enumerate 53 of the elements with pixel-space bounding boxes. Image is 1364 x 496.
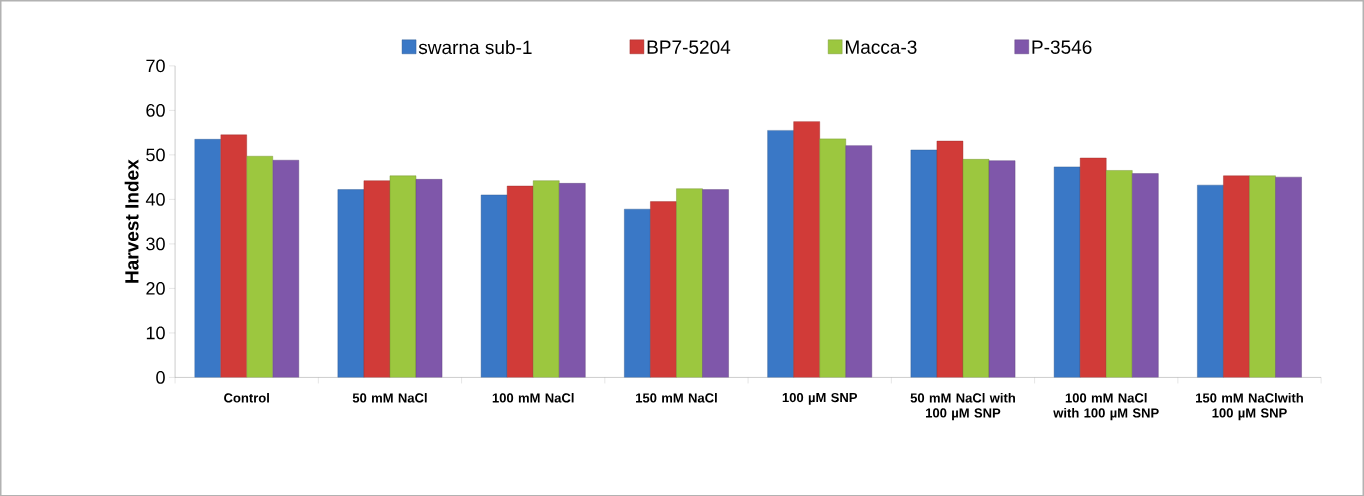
- legend-label: P-3546: [1032, 40, 1092, 54]
- bar: [962, 158, 990, 378]
- bar: [559, 182, 586, 378]
- bar: [1275, 176, 1302, 378]
- y-tick-label: 30: [146, 237, 165, 251]
- bar: [194, 138, 221, 378]
- bar: [650, 201, 677, 378]
- y-tick-label: 70: [146, 59, 165, 73]
- bar: [1223, 175, 1250, 378]
- bar: [480, 194, 508, 378]
- x-tick-label: 100 mM NaCl: [492, 392, 574, 403]
- bar: [1079, 157, 1107, 378]
- x-tick-label: 50 mM NaCl with 100 µM SNP: [910, 392, 1015, 420]
- bar: [845, 145, 873, 378]
- bar: [506, 185, 534, 378]
- bar: [910, 149, 938, 378]
- bar: [624, 208, 651, 378]
- bar: [220, 134, 247, 378]
- y-tick-label: 50: [146, 148, 165, 162]
- bar: [1249, 175, 1276, 378]
- bar: [767, 130, 794, 378]
- bar: [1197, 184, 1224, 378]
- bar: [1106, 170, 1133, 378]
- x-tick-label: 100 mM NaCl with 100 µM SNP: [1053, 392, 1159, 420]
- bar: [936, 140, 964, 378]
- bar: [702, 189, 729, 378]
- bar: [246, 155, 273, 378]
- y-tick-label: 60: [146, 103, 165, 117]
- y-axis-title: Harvest Index: [124, 159, 139, 283]
- x-tick-label: 150 mM NaCl: [636, 392, 717, 403]
- y-tick-label: 10: [146, 326, 165, 340]
- bar: [819, 138, 846, 378]
- x-tick-label: Control: [224, 392, 269, 403]
- x-tick-label: 50 mM NaCl: [352, 392, 427, 403]
- y-tick-label: 20: [146, 281, 165, 295]
- legend-label: swarna sub-1: [418, 39, 532, 54]
- bar: [793, 121, 820, 378]
- bar: [363, 180, 391, 378]
- x-tick-label: 100 µM SNP: [782, 392, 858, 405]
- bar: [988, 160, 1016, 378]
- x-tick-label: 150 mM NaClwith 100 µM SNP: [1196, 392, 1303, 420]
- bar: [272, 159, 299, 378]
- y-tick-label: 0: [156, 370, 165, 384]
- bar: [415, 178, 443, 378]
- bar: [1053, 166, 1081, 378]
- bar: [533, 180, 560, 378]
- legend-label: BP7-5204: [647, 40, 731, 54]
- bar: [389, 175, 417, 378]
- bar: [1132, 173, 1159, 378]
- bar: [337, 189, 365, 378]
- bar: [676, 188, 703, 378]
- legend-label: Macca-3: [845, 40, 917, 54]
- y-tick-label: 40: [145, 192, 165, 206]
